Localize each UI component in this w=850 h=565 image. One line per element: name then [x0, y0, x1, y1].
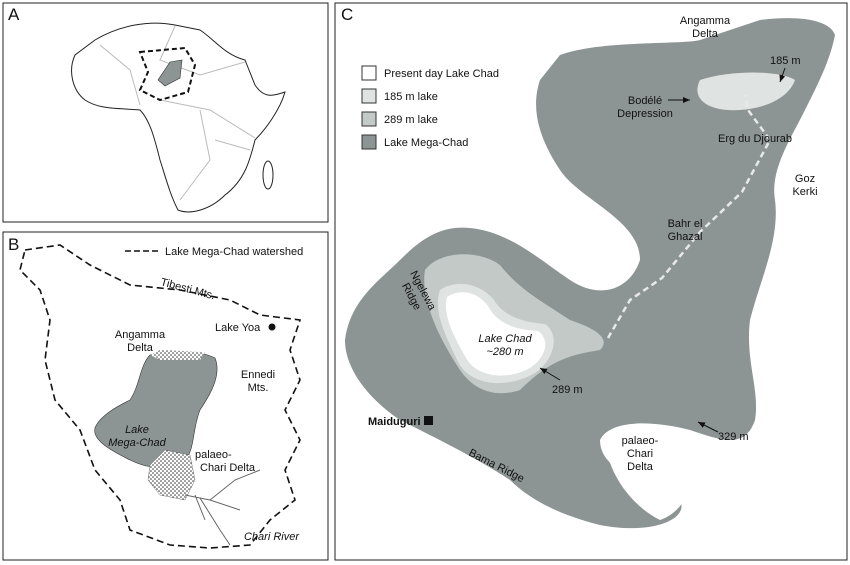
- africa: [71, 22, 286, 213]
- text-line: Lake Chad: [478, 333, 532, 345]
- panel-label: B: [8, 235, 19, 254]
- text-line: Delta: [692, 28, 719, 40]
- panel-b: B Lake Mega-Chad watershed Tibesti Mts. …: [2, 231, 329, 561]
- bodele-lake: [697, 72, 795, 111]
- text-line: ~280 m: [487, 346, 524, 358]
- label: Bodélé Depression: [617, 95, 673, 120]
- maiduguri-marker: [424, 416, 433, 425]
- frame: [2, 231, 329, 561]
- chari-delta: [605, 430, 694, 520]
- frame: [2, 2, 329, 223]
- text-line: Bodélé: [628, 95, 662, 107]
- panel-a: A: [2, 2, 329, 223]
- text-line: Chari Delta: [200, 462, 256, 474]
- text-line: Lake: [125, 424, 149, 436]
- legend-label: Lake Mega-Chad watershed: [165, 246, 303, 258]
- label: Chari River: [244, 531, 300, 543]
- text-line: Ennedi: [241, 369, 275, 381]
- frame: [334, 2, 848, 561]
- label: Lake Mega-Chad: [108, 424, 166, 449]
- bahr-el-ghazal: [606, 94, 772, 339]
- panel-label: C: [341, 5, 353, 24]
- label: Bahr el Ghazal: [668, 218, 703, 243]
- legend-label: 289 m lake: [384, 114, 438, 126]
- text-line: Mts.: [248, 382, 269, 394]
- watershed: [19, 244, 302, 549]
- legend: Present day Lake Chad 185 m lake 289 m l…: [361, 65, 499, 150]
- text-line: Angamma: [680, 15, 731, 27]
- text-line: Delta: [627, 461, 654, 473]
- arrow: [779, 67, 786, 83]
- text-line: Ghazal: [668, 231, 703, 243]
- label: Lake Chad ~280 m: [478, 333, 532, 358]
- legend-label: 185 m lake: [384, 91, 438, 103]
- legend-key: [361, 134, 377, 150]
- mega-chad: [157, 59, 183, 87]
- text-line: Angamma: [115, 329, 166, 341]
- label: 289 m: [552, 384, 583, 396]
- legend-label: Present day Lake Chad: [384, 68, 499, 80]
- label: 329 m: [718, 431, 749, 443]
- text-line: Goz: [795, 173, 815, 185]
- label: Goz Kerki: [792, 173, 817, 198]
- legend-label: Lake Mega-Chad: [384, 137, 468, 149]
- label: Maiduguri: [368, 416, 421, 428]
- lake-chad: [445, 292, 546, 376]
- label: 185 m: [770, 55, 801, 67]
- legend-key: [361, 88, 377, 104]
- text-line: palaeo-: [195, 449, 232, 461]
- label: Angamma Delta: [115, 329, 166, 354]
- arrow: [697, 421, 719, 433]
- madagascar: [262, 160, 274, 190]
- text-line: Bahr el: [668, 218, 703, 230]
- chari-delta: [147, 449, 196, 501]
- label: Erg du Djourab: [718, 133, 792, 145]
- panel-label: A: [8, 5, 20, 24]
- text-line: Depression: [617, 108, 673, 120]
- panel-c: C Present day Lake Chad 185 m lake 289 m…: [334, 2, 848, 561]
- label: palaeo-Chari Delta: [622, 435, 659, 473]
- label: Lake Yoa: [215, 322, 261, 334]
- lake-yoa-marker: [268, 323, 276, 331]
- text-line: palaeo-: [622, 435, 659, 447]
- text-line: Kerki: [792, 186, 817, 198]
- text-line: Chari: [627, 448, 653, 460]
- rivers: [184, 469, 261, 546]
- label: palaeo-Chari Delta: [195, 449, 256, 474]
- text-line: Mega-Chad: [108, 437, 166, 449]
- label: Ennedi Mts.: [241, 369, 275, 394]
- text-line: Delta: [127, 342, 154, 354]
- legend-key: [361, 111, 377, 127]
- label: Angamma Delta: [680, 15, 731, 40]
- watershed: [138, 46, 197, 102]
- angamma-delta: [150, 350, 205, 360]
- legend-key: [361, 65, 377, 81]
- label: Tibesti Mts.: [159, 276, 216, 302]
- arrow: [539, 367, 561, 381]
- mega-chad: [345, 18, 835, 529]
